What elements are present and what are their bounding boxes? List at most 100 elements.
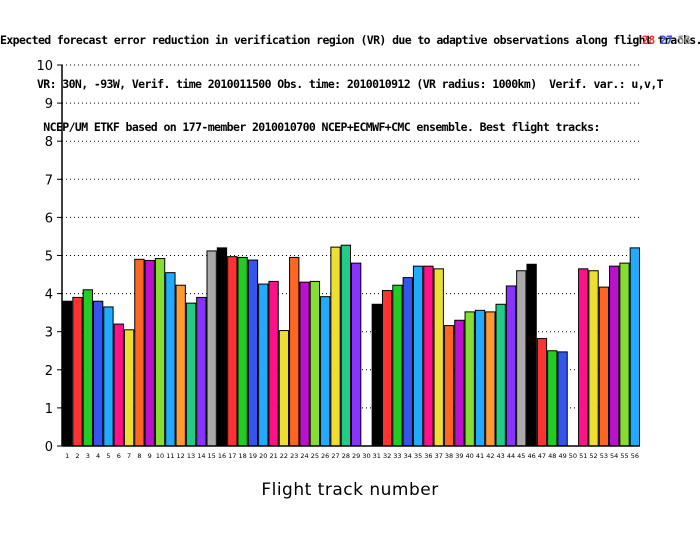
bar (402, 277, 413, 447)
bar (175, 284, 186, 447)
bar (547, 350, 558, 447)
bar (123, 329, 135, 447)
bar (433, 268, 444, 447)
x-tick-label: 42 (486, 452, 494, 460)
bar (578, 268, 589, 447)
x-tick-label: 20 (259, 452, 267, 460)
bar (72, 296, 83, 447)
bar (165, 272, 176, 447)
bar (237, 256, 248, 447)
bar (588, 270, 599, 447)
bar (268, 280, 279, 447)
bar (113, 323, 124, 447)
x-tick-label: 28 (342, 452, 350, 460)
bar (619, 262, 630, 447)
x-tick-label: 12 (177, 452, 185, 460)
bars (62, 244, 641, 447)
bar (381, 290, 393, 447)
y-tick-labels: 0 1 2 3 4 5 6 7 8 9 10 (36, 59, 53, 455)
bar (330, 246, 341, 447)
x-tick-label: 22 (280, 452, 288, 460)
bar (299, 281, 310, 447)
bar (278, 330, 290, 447)
bar (196, 296, 207, 447)
x-tick-label: 9 (148, 452, 152, 460)
x-tick-label: 3 (86, 452, 90, 460)
best-track-2: 27 (659, 33, 673, 47)
x-tick-label: 25 (311, 452, 319, 460)
x-tick-label: 4 (96, 452, 100, 460)
x-tick-label: 17 (228, 452, 236, 460)
y-tick-label: 8 (45, 135, 53, 150)
best-tracks-legend: 28 27 56 (637, 33, 691, 47)
x-tick-label: 37 (435, 452, 443, 460)
x-tick-label: 29 (352, 452, 360, 460)
bar (185, 302, 197, 447)
title-line-1: Expected forecast error reduction in ver… (0, 33, 700, 47)
best-track-3: 56 (677, 33, 690, 47)
bar (474, 309, 486, 447)
y-tick-label: 9 (45, 97, 53, 112)
y-tick-label: 0 (45, 440, 53, 455)
bar (320, 296, 331, 447)
x-tick-label: 55 (620, 452, 628, 460)
x-tick-label: 44 (507, 452, 515, 460)
x-tick-label: 35 (414, 452, 422, 460)
bar (464, 311, 475, 447)
bar (536, 338, 548, 447)
x-tick-label: 27 (331, 452, 339, 460)
x-tick-label: 10 (156, 452, 164, 460)
y-tick-label: 5 (45, 250, 53, 265)
y-tick-label: 7 (45, 173, 53, 188)
x-tick-label: 49 (558, 452, 566, 460)
x-tick-label: 5 (106, 452, 110, 460)
bar (609, 265, 620, 447)
x-tick-label: 36 (424, 452, 432, 460)
x-tick-label: 54 (610, 452, 618, 460)
bar (371, 303, 382, 447)
bar (598, 286, 610, 447)
bar (454, 319, 465, 447)
bar (82, 289, 93, 447)
y-tick-label: 3 (45, 326, 53, 341)
x-tick-label: 38 (445, 452, 453, 460)
x-tick-label: 56 (631, 452, 639, 460)
bar (495, 303, 506, 447)
bar (392, 284, 403, 447)
x-tick-label: 16 (218, 452, 226, 460)
x-tick-label: 7 (127, 452, 131, 460)
x-tick-label: 23 (290, 452, 298, 460)
title-line-2: VR: 30N, -93W, Verif. time 2010011500 Ob… (36, 76, 664, 91)
x-tick-label: 26 (321, 452, 329, 460)
x-tick-label: 39 (455, 452, 463, 460)
bar (340, 244, 351, 447)
x-axis-label: Flight track number (261, 480, 439, 500)
x-tick-label: 24 (300, 452, 308, 460)
bar (309, 280, 321, 447)
bar (289, 256, 300, 447)
x-tick-label: 11 (166, 452, 174, 460)
title-line-3: NCEP/UM ETKF based on 177-member 2010010… (43, 120, 600, 134)
y-tick-label: 4 (45, 288, 53, 303)
x-tick-label: 19 (249, 452, 257, 460)
y-tick-label: 2 (45, 364, 53, 379)
bar (443, 325, 455, 447)
x-tick-label: 46 (527, 452, 535, 460)
x-tick-label: 52 (589, 452, 597, 460)
best-track-1: 28 (642, 33, 655, 47)
x-tick-label: 30 (362, 452, 370, 460)
bar (144, 259, 155, 447)
y-tick-label: 10 (36, 59, 53, 74)
x-tick-label: 48 (548, 452, 556, 460)
x-tick-label: 6 (117, 452, 121, 460)
bar (247, 259, 259, 447)
axes (57, 64, 640, 447)
x-tick-label: 50 (569, 452, 577, 460)
bar (103, 306, 114, 447)
x-tick-label: 53 (600, 452, 608, 460)
bar (206, 250, 217, 447)
bar (351, 262, 362, 447)
x-tick-label: 47 (538, 452, 546, 460)
bar (62, 300, 73, 447)
bar (516, 270, 527, 447)
